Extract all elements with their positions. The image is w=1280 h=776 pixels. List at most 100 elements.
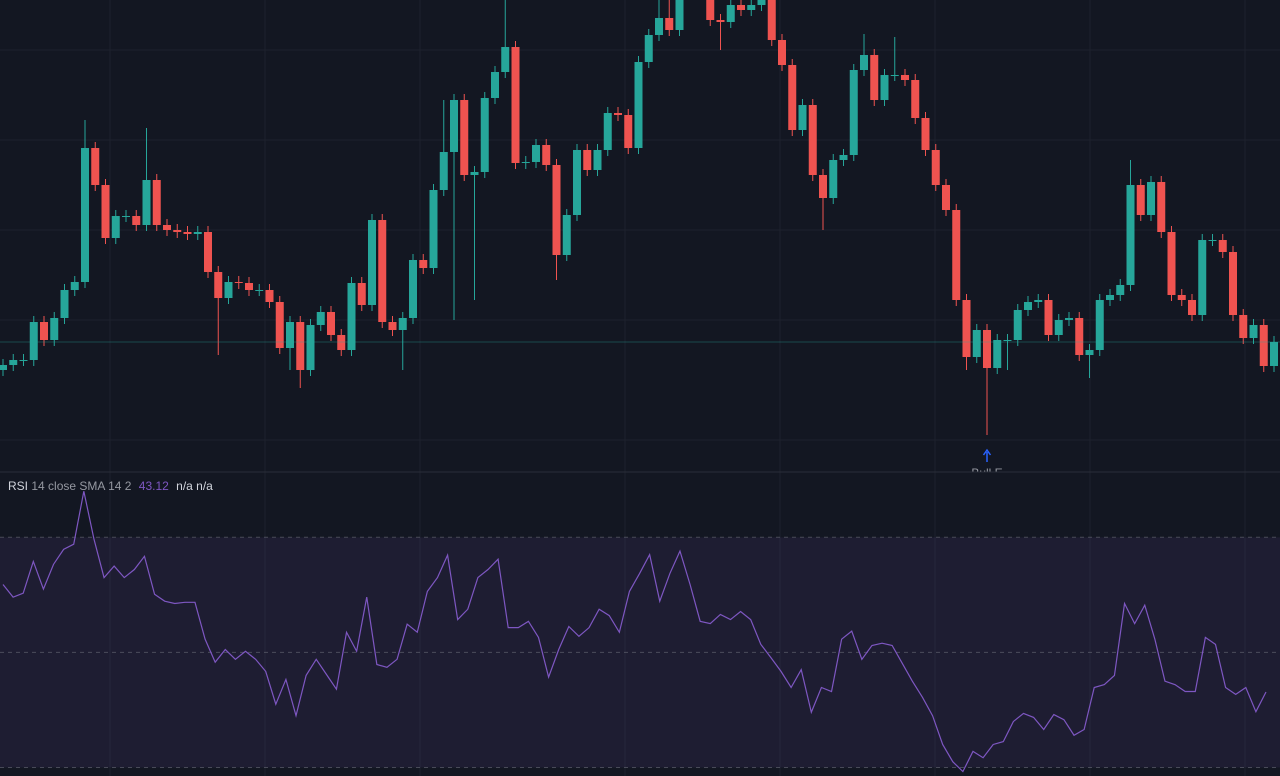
candle-body bbox=[993, 340, 1002, 368]
candle-body bbox=[327, 312, 335, 335]
candle-body bbox=[767, 0, 776, 40]
candle-body bbox=[70, 282, 79, 290]
candle-body bbox=[1208, 240, 1217, 241]
candle-body bbox=[501, 47, 510, 72]
candle-body bbox=[1003, 340, 1012, 341]
candle-body bbox=[101, 185, 110, 238]
candle-body bbox=[962, 300, 971, 357]
candle-body bbox=[583, 150, 592, 170]
candle-body bbox=[265, 290, 274, 302]
candle-body bbox=[368, 220, 376, 305]
candle-body bbox=[142, 180, 151, 225]
candle-body bbox=[798, 105, 807, 130]
candle-body bbox=[163, 225, 171, 230]
candle-body bbox=[40, 322, 48, 340]
candle-body bbox=[911, 80, 920, 118]
candle-body bbox=[19, 360, 28, 361]
candle-body bbox=[1239, 315, 1248, 338]
candle-body bbox=[706, 0, 715, 20]
candle-body bbox=[593, 150, 602, 170]
candle-body bbox=[521, 162, 530, 163]
candle-body bbox=[480, 98, 489, 172]
rsi-line bbox=[2, 491, 1267, 773]
candle-body bbox=[1126, 185, 1135, 285]
candle-body bbox=[429, 190, 438, 268]
candle-body bbox=[286, 322, 294, 348]
candle-body bbox=[347, 283, 356, 350]
candle-body bbox=[1270, 342, 1278, 366]
candle-body bbox=[316, 312, 325, 325]
candle-body bbox=[788, 65, 797, 130]
candle-body bbox=[778, 40, 786, 65]
indicator-value: n/a bbox=[176, 479, 193, 493]
candle-body bbox=[1044, 300, 1053, 335]
candle-body bbox=[9, 360, 18, 365]
candle-body bbox=[983, 330, 991, 368]
candle-body bbox=[542, 145, 551, 165]
candle-body bbox=[470, 172, 479, 175]
candle-body bbox=[0, 365, 7, 370]
candle-body bbox=[409, 260, 417, 318]
candle-body bbox=[511, 47, 520, 163]
candle-body bbox=[532, 145, 540, 162]
candle-body bbox=[890, 75, 899, 76]
signal-arrow bbox=[982, 448, 992, 462]
candle-body bbox=[60, 290, 69, 318]
candle-body bbox=[819, 175, 827, 198]
candle-body bbox=[1065, 318, 1073, 320]
candle-body bbox=[193, 232, 202, 234]
candle-body bbox=[1198, 240, 1207, 315]
candle-body bbox=[952, 210, 961, 300]
candle-body bbox=[1024, 302, 1032, 310]
candle-body bbox=[972, 330, 981, 357]
candle-body bbox=[573, 150, 581, 215]
candle-body bbox=[1106, 295, 1114, 300]
candle-body bbox=[614, 113, 622, 115]
candle-body bbox=[81, 148, 89, 282]
indicator-legend: RSI 14 close SMA 14 2 43.12 n/a n/a bbox=[8, 479, 213, 493]
candle-body bbox=[839, 155, 848, 160]
candle-body bbox=[757, 0, 766, 5]
candle-body bbox=[491, 72, 499, 98]
rsi-pane bbox=[0, 491, 1280, 773]
candle-body bbox=[1188, 300, 1196, 315]
candle-body bbox=[1136, 185, 1145, 215]
candle-body bbox=[91, 148, 100, 185]
candle-body bbox=[378, 220, 387, 322]
candle-body bbox=[603, 113, 612, 150]
candle-body bbox=[224, 282, 233, 298]
candle-body bbox=[183, 232, 192, 234]
candle-body bbox=[439, 152, 448, 190]
candle-body bbox=[931, 150, 940, 185]
candle-body bbox=[624, 115, 633, 148]
candle-body bbox=[942, 185, 950, 210]
candle-body bbox=[552, 165, 561, 255]
candle-body bbox=[1085, 350, 1094, 355]
candle-body bbox=[1157, 182, 1166, 232]
price-pane: Bull E bbox=[0, 0, 1280, 480]
candle-body bbox=[1013, 310, 1022, 340]
candle-body bbox=[152, 180, 161, 225]
candle-body bbox=[829, 160, 838, 198]
candle-body bbox=[460, 100, 469, 175]
candle-body bbox=[450, 100, 458, 152]
candle-body bbox=[901, 75, 909, 80]
candle-body bbox=[880, 75, 889, 100]
candle-body bbox=[921, 118, 930, 150]
candle-body bbox=[562, 215, 571, 255]
candle-body bbox=[398, 318, 407, 330]
candle-body bbox=[255, 290, 264, 291]
candle-body bbox=[275, 302, 284, 348]
candle-body bbox=[245, 283, 253, 290]
candle-body bbox=[173, 230, 182, 232]
candle-body bbox=[644, 35, 653, 62]
candle-body bbox=[204, 232, 212, 272]
candle-body bbox=[1249, 325, 1258, 338]
indicator-value: n/a bbox=[196, 479, 213, 493]
candle-body bbox=[296, 322, 305, 370]
candle-body bbox=[737, 5, 745, 10]
signal-label: Bull E bbox=[971, 466, 1002, 480]
candle-body bbox=[357, 283, 366, 305]
candle-body bbox=[655, 18, 663, 35]
